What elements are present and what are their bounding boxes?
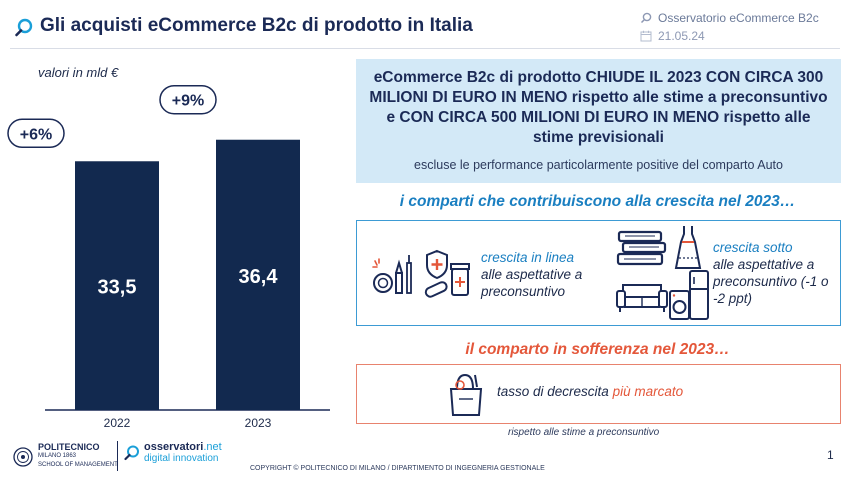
polimi-seal-icon [13,446,33,467]
growth-left-text: crescita in linea alle aspettative a pre… [481,249,606,300]
highlight-box: eCommerce B2c di prodotto CHIUDE IL 2023… [356,59,841,183]
search-icon [15,18,33,37]
growth-right-rest: alle aspettative a preconsuntivo (-1 o -… [713,257,829,306]
bar-value-label: 36,4 [239,266,279,288]
bar-2023 [216,139,300,411]
dress-icon [674,226,702,269]
growth-badge [159,84,217,115]
x-tick-label: 2023 [245,416,272,430]
growth-badge [7,118,65,149]
appliances-icon [669,270,709,320]
grocery-bag-icon [449,373,483,416]
cosmetics-icon [372,255,412,294]
books-icon [616,230,667,266]
pharmacy-icon [424,249,470,298]
search-icon [640,12,652,24]
chart-unit-label: valori in mld € [38,65,119,80]
growth-right-text: crescita sotto alle aspettative a precon… [713,239,838,307]
osservatori-logo: osservatori.net digital innovation [124,442,222,464]
brand-label: Osservatorio eCommerce B2c [640,11,819,25]
growth-left-highlight: crescita in linea [481,250,575,265]
suffering-text: tasso di decrescita più marcato [497,384,683,399]
x-tick-label: 2022 [104,416,131,430]
sofa-icon [616,284,668,312]
page-title: Gli acquisti eCommerce B2c di prodotto i… [40,15,473,36]
osservatori-search-icon [124,445,139,461]
polimi-name: POLITECNICO [38,442,100,452]
polimi-sub: MILANO 1863 [38,453,77,459]
polimi-school: SCHOOL OF MANAGEMENT [38,462,118,468]
osservatori-sub: digital innovation [144,453,219,464]
logo-divider [117,441,118,471]
copyright: COPYRIGHT © POLITECNICO DI MILANO / DIPA… [250,465,545,472]
suffering-text-highlight: più marcato [612,384,684,399]
bar-2022 [75,161,159,410]
calendar-icon [640,30,652,42]
bar-value-label: 33,5 [98,277,137,299]
growth-left-rest: alle aspettative a preconsuntivo [481,267,583,299]
bar-chart: 33,5 2022 +6% 36,4 2023 +9% [7,84,330,430]
growth-badge-label: +6% [20,126,52,143]
growth-right-highlight: crescita sotto [713,240,793,255]
brand-name: Osservatorio eCommerce B2c [658,11,819,25]
osservatori-net: .net [203,441,222,453]
highlight-sub-text: escluse le performance particolarmente p… [414,158,783,172]
growth-heading: i comparti che contribuiscono alla cresc… [399,193,796,210]
growth-box: crescita in linea alle aspettative a pre… [356,220,841,326]
slide-date: 21.05.24 [658,29,705,43]
polimi-logo: POLITECNICO MILANO 1863 SCHOOL OF MANAGE… [13,443,118,470]
page-number: 1 [827,448,834,462]
suffering-heading: il comparto in sofferenza nel 2023… [465,341,730,358]
suffering-text-prefix: tasso di decrescita [497,384,609,399]
osservatori-name: osservatori [144,441,204,453]
header-divider [10,48,840,49]
highlight-main-text: eCommerce B2c di prodotto CHIUDE IL 2023… [369,69,828,146]
growth-badge-label: +9% [172,93,204,110]
suffering-box: tasso di decrescita più marcato [356,364,841,424]
date-label: 21.05.24 [640,29,705,43]
footnote: rispetto alle stime a preconsuntivo [508,427,660,438]
